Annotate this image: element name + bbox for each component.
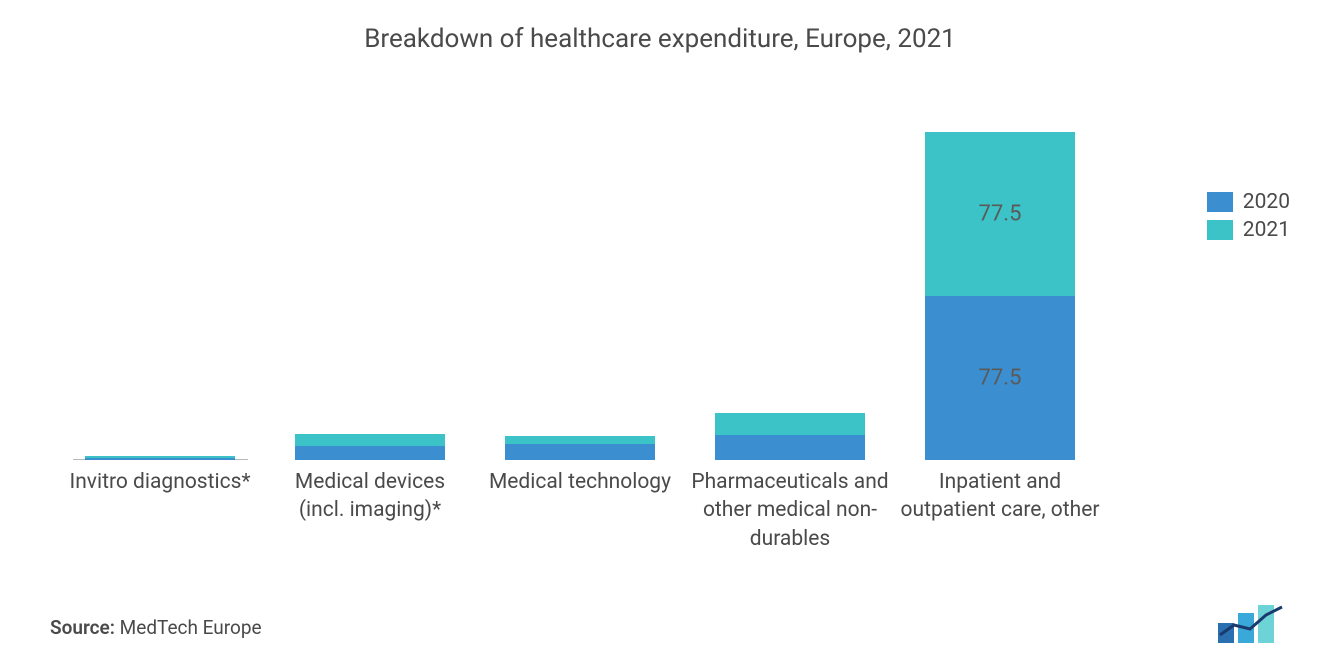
plot-area: 77.5 77.5 xyxy=(50,100,1100,460)
bar-segment xyxy=(505,436,655,444)
legend-label: 2020 xyxy=(1243,190,1290,214)
chart-title: Breakdown of healthcare expenditure, Eur… xyxy=(0,24,1320,54)
legend-item: 2021 xyxy=(1207,218,1290,242)
legend-label: 2021 xyxy=(1243,218,1290,242)
bar-segment: 77.5 xyxy=(925,132,1075,296)
bar-group xyxy=(85,456,235,460)
bar-segment xyxy=(85,458,235,460)
bar-segment xyxy=(715,413,865,434)
legend-swatch-icon xyxy=(1207,192,1233,212)
brand-logo-icon xyxy=(1216,605,1286,643)
legend-item: 2020 xyxy=(1207,190,1290,214)
x-axis-label: Invitro diagnostics* xyxy=(60,468,260,496)
x-axis-label: Pharmaceuticals and other medical non-du… xyxy=(690,468,890,553)
bar-group xyxy=(505,436,655,460)
bar-value-label: 77.5 xyxy=(925,201,1075,226)
source-text: MedTech Europe xyxy=(120,616,262,639)
bar-segment xyxy=(715,435,865,460)
legend-swatch-icon xyxy=(1207,220,1233,240)
x-axis-label: Inpatient and outpatient care, other xyxy=(900,468,1100,525)
bar-segment xyxy=(505,444,655,460)
source-label: Source: xyxy=(50,616,115,639)
bar-value-label: 77.5 xyxy=(925,365,1075,390)
legend: 2020 2021 xyxy=(1207,190,1290,246)
bar-segment xyxy=(295,446,445,460)
source-line: Source: MedTech Europe xyxy=(50,616,262,639)
bar-group xyxy=(715,413,865,460)
bar-segment: 77.5 xyxy=(925,296,1075,460)
bar-group: 77.5 77.5 xyxy=(925,132,1075,460)
x-axis-label: Medical devices (incl. imaging)* xyxy=(270,468,470,525)
bar-group xyxy=(295,434,445,460)
bar-segment xyxy=(295,434,445,447)
x-axis-label: Medical technology xyxy=(480,468,680,496)
